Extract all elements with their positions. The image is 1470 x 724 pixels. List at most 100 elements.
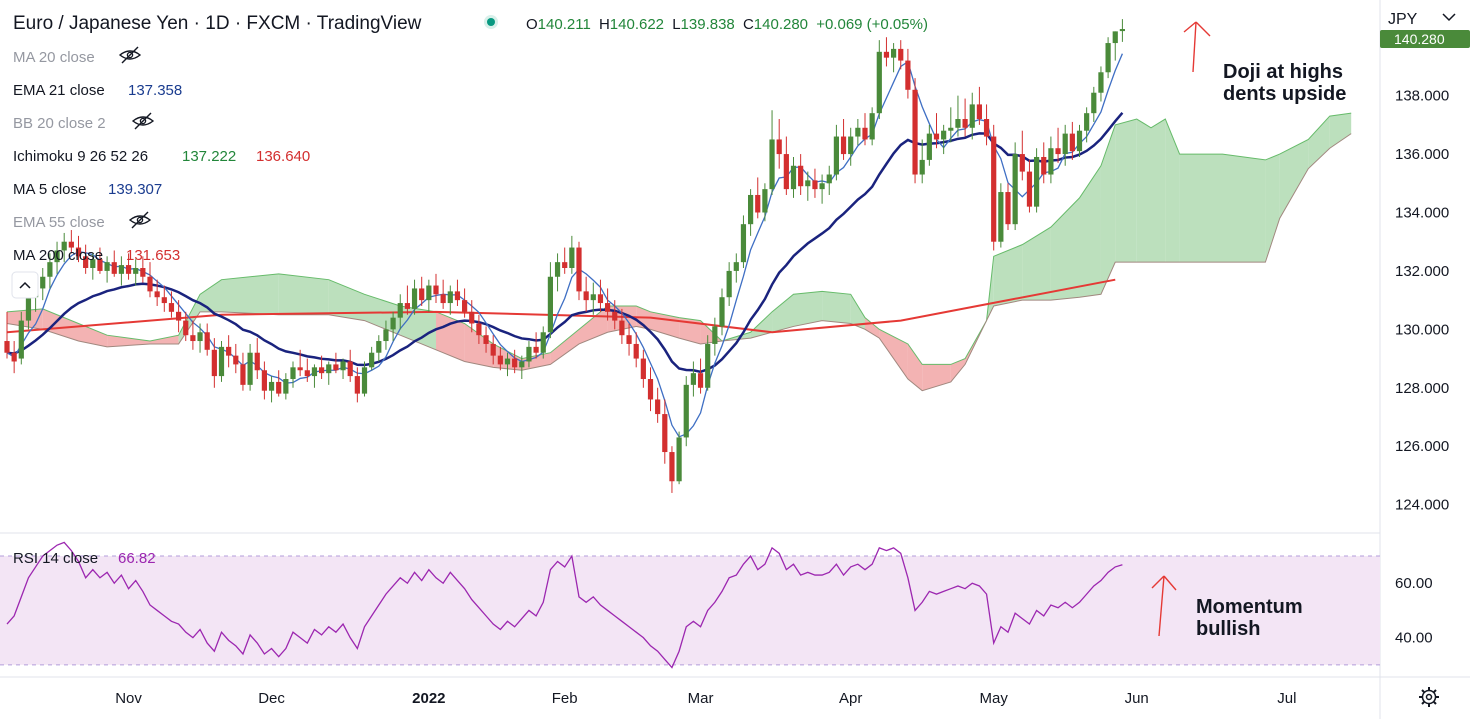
x-tick-label: Jun (1125, 690, 1149, 707)
candle-body (104, 262, 110, 271)
candle (612, 300, 618, 330)
candle (247, 343, 253, 391)
candle (976, 86, 982, 125)
candle (347, 349, 353, 382)
candle (647, 367, 654, 412)
candle-body (240, 364, 246, 385)
candle-body (161, 297, 167, 304)
candle (397, 294, 403, 330)
rsi-band (0, 556, 1380, 665)
candle (240, 352, 246, 391)
candle (161, 285, 167, 312)
candle-body (18, 320, 24, 359)
candle-body (647, 379, 654, 400)
candle-body (662, 414, 668, 453)
cloud-segment (1308, 116, 1330, 169)
current-price-text: 140.280 (1394, 31, 1445, 47)
indicator-ma20-label[interactable]: MA 20 close (13, 49, 95, 66)
cloud-segment (107, 335, 150, 347)
candle-body (47, 262, 53, 277)
candle-body (790, 165, 797, 190)
candle (497, 346, 503, 371)
candle-body (1098, 72, 1104, 93)
cloud-segment (850, 294, 865, 330)
candle (233, 343, 239, 374)
candle-body (340, 361, 346, 371)
cloud-segment (436, 311, 465, 362)
candle (919, 139, 925, 184)
candle-body (855, 127, 861, 137)
chevron-up-icon[interactable] (19, 281, 31, 289)
currency-dropdown-icon[interactable] (1442, 13, 1456, 22)
candle (812, 168, 818, 198)
ma20-hidden-eye-icon[interactable] (118, 46, 142, 64)
indicator-ema21-label[interactable]: EMA 21 close (13, 82, 105, 99)
candle (54, 241, 60, 274)
candle-body (1055, 148, 1061, 155)
cloud-segment (793, 291, 823, 327)
indicator-ma200-label[interactable]: MA 200 close (13, 247, 103, 264)
legend-collapse-button[interactable] (11, 271, 39, 299)
cloud-segment (1151, 119, 1166, 263)
cloud-segment (679, 317, 701, 344)
candle (326, 361, 332, 385)
candle-body (597, 294, 604, 304)
chart-title[interactable]: Euro / Japanese Yen · 1D · FXCM · Tradin… (13, 13, 422, 34)
candle (426, 279, 432, 312)
candle (1062, 124, 1068, 166)
candle-body (726, 270, 732, 298)
candle (605, 288, 611, 321)
candle (290, 361, 296, 388)
candle-body (769, 139, 775, 190)
cloud-segment (1079, 165, 1101, 298)
candle-body (519, 361, 525, 368)
candle (640, 349, 646, 388)
candle (519, 355, 525, 380)
candle-body (969, 104, 975, 128)
candle-body (140, 268, 146, 277)
candle-body (941, 130, 947, 140)
candle (1105, 37, 1111, 79)
candle-body (404, 303, 410, 309)
y-tick-label: 132.000 (1395, 263, 1449, 280)
candle (719, 288, 725, 336)
candle-body (748, 194, 754, 225)
candle-body (619, 320, 625, 336)
candle-body (547, 276, 553, 333)
currency-label[interactable]: JPY (1388, 11, 1418, 28)
cloud-segment (78, 323, 108, 347)
candle-body (991, 136, 997, 242)
indicator-bb-label[interactable]: BB 20 close 2 (13, 115, 106, 132)
gear-icon[interactable] (1419, 687, 1439, 707)
ichimoku-cloud (6, 112, 1352, 392)
cloud-segment (772, 294, 794, 333)
candle-body (447, 291, 453, 304)
rsi-tick-label: 40.00 (1395, 630, 1433, 647)
candle (676, 431, 682, 485)
candle-body (97, 259, 103, 271)
indicator-ma5-label[interactable]: MA 5 close (13, 181, 86, 198)
candle (776, 119, 782, 169)
candle (1034, 148, 1040, 213)
bb-hidden-eye-icon[interactable] (131, 112, 155, 130)
candle-body (569, 247, 575, 268)
candle (876, 40, 882, 120)
candle-body (90, 259, 96, 268)
candle (948, 107, 954, 143)
annotation-top-line1: Doji at highs (1223, 61, 1343, 83)
indicator-ema55-label[interactable]: EMA 55 close (13, 214, 105, 231)
rsi-label[interactable]: RSI 14 close (13, 550, 98, 567)
candle (790, 156, 797, 198)
candle (905, 48, 911, 99)
y-tick-label: 134.000 (1395, 204, 1449, 221)
candle (662, 399, 668, 464)
candle-body (319, 367, 325, 374)
candle-body (440, 294, 446, 304)
candle-body (554, 262, 561, 277)
indicator-ichimoku-label[interactable]: Ichimoku 9 26 52 26 (13, 148, 148, 165)
candle (376, 335, 382, 362)
candle (962, 98, 968, 137)
cloud-segment (550, 329, 579, 365)
ema55-hidden-eye-icon[interactable] (128, 211, 152, 229)
